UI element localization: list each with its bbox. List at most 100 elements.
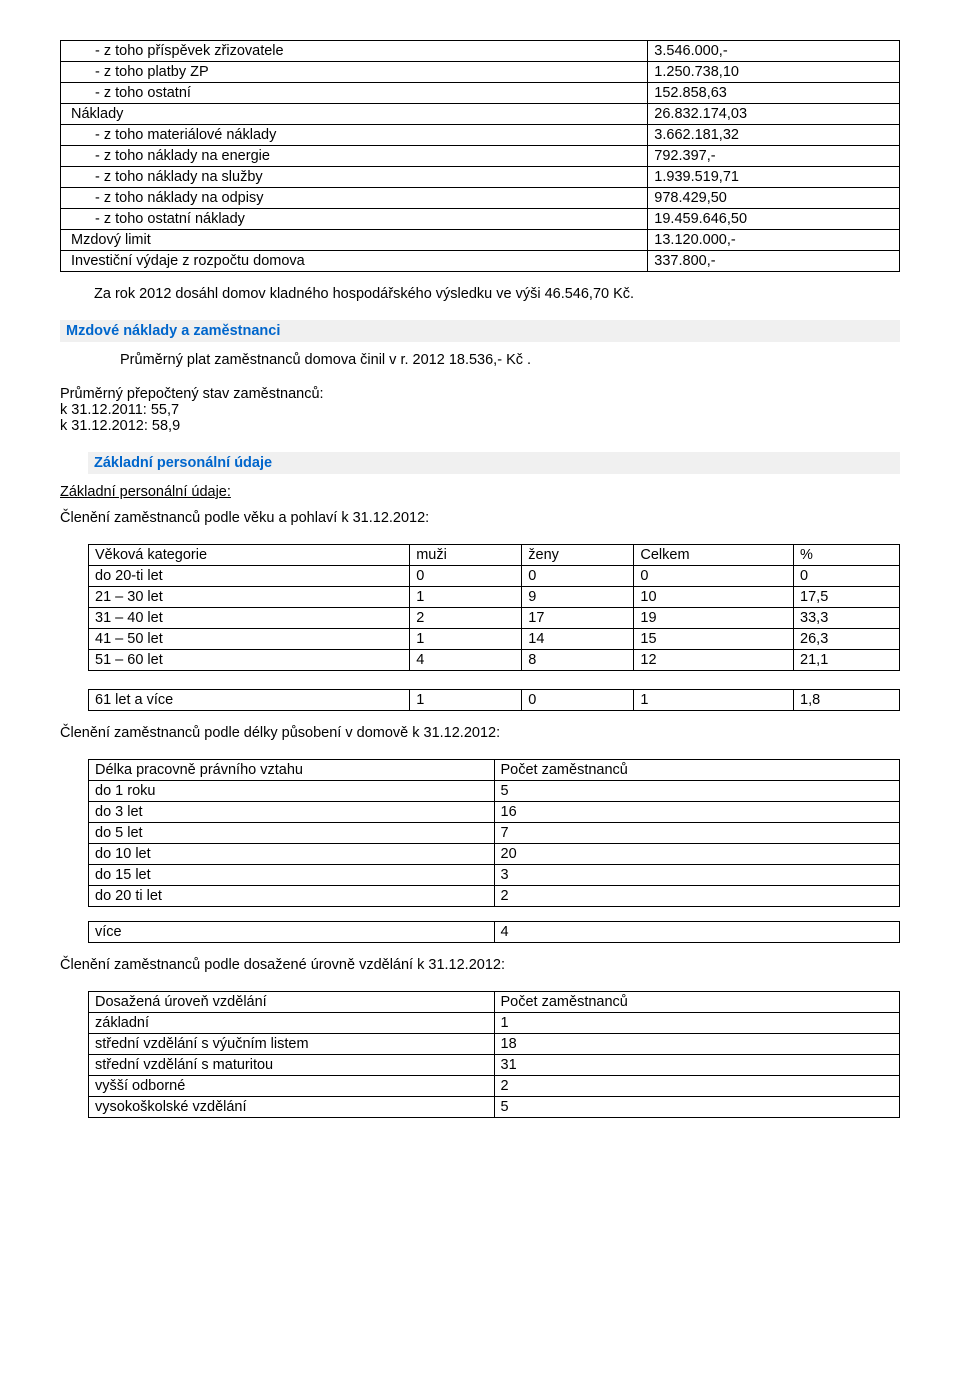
cell: 2 — [410, 608, 522, 629]
table-header-row: Délka pracovně právního vztahuPočet zamě… — [89, 760, 900, 781]
cell-value: 19.459.646,50 — [648, 209, 900, 230]
cell: 21 – 30 let — [89, 587, 410, 608]
cell: střední vzdělání s maturitou — [89, 1055, 495, 1076]
cell: do 15 let — [89, 865, 495, 886]
cell: do 20-ti let — [89, 566, 410, 587]
cell-value: 1.250.738,10 — [648, 62, 900, 83]
table-row: do 10 let20 — [89, 844, 900, 865]
cell: 12 — [634, 650, 794, 671]
cell-value: 3.546.000,- — [648, 41, 900, 62]
cell: do 1 roku — [89, 781, 495, 802]
table-row: do 20-ti let0000 — [89, 566, 900, 587]
cell: 21,1 — [794, 650, 900, 671]
table-row: - z toho ostatní náklady19.459.646,50 — [61, 209, 900, 230]
cell-label: - z toho náklady na energie — [61, 146, 648, 167]
table-row: do 15 let3 — [89, 865, 900, 886]
cell: do 5 let — [89, 823, 495, 844]
cell: více — [89, 922, 495, 943]
cell-label: - z toho ostatní — [61, 83, 648, 104]
summary-paragraph: Za rok 2012 dosáhl domov kladného hospod… — [60, 286, 900, 302]
table-row: do 3 let16 — [89, 802, 900, 823]
cell: 14 — [522, 629, 634, 650]
cell: 0 — [522, 566, 634, 587]
header-cell: Věková kategorie — [89, 545, 410, 566]
table-row: střední vzdělání s maturitou31 — [89, 1055, 900, 1076]
cell: 1,8 — [794, 690, 900, 711]
table-row: - z toho platby ZP1.250.738,10 — [61, 62, 900, 83]
header-cell: % — [794, 545, 900, 566]
cell: 2 — [494, 1076, 900, 1097]
cell: 1 — [634, 690, 794, 711]
avg-headcount-label: Průměrný přepočtený stav zaměstnanců: — [60, 386, 324, 402]
cell: 0 — [634, 566, 794, 587]
section-personnel-heading: Základní personální údaje — [88, 452, 900, 474]
table-header-row: Věková kategoriemužiženyCelkem% — [89, 545, 900, 566]
cell: 18 — [494, 1034, 900, 1055]
cell: 61 let a více — [89, 690, 410, 711]
cell: 17,5 — [794, 587, 900, 608]
table-age-caption: Členění zaměstnanců podle věku a pohlaví… — [60, 510, 900, 526]
cell-value: 26.832.174,03 — [648, 104, 900, 125]
cell-value: 1.939.519,71 — [648, 167, 900, 188]
tenure-table: Délka pracovně právního vztahuPočet zamě… — [88, 759, 900, 943]
cell: 16 — [494, 802, 900, 823]
edu-table: Dosažená úroveň vzděláníPočet zaměstnanc… — [88, 991, 900, 1118]
cell: 17 — [522, 608, 634, 629]
table-row: Náklady26.832.174,03 — [61, 104, 900, 125]
avg-salary-text: Průměrný plat zaměstnanců domova činil v… — [120, 352, 900, 368]
table-tenure-caption: Členění zaměstnanců podle délky působení… — [60, 725, 900, 741]
cell: 19 — [634, 608, 794, 629]
headcount-2012: k 31.12.2012: 58,9 — [60, 418, 180, 434]
cell-value: 337.800,- — [648, 251, 900, 272]
cell: do 10 let — [89, 844, 495, 865]
cell: 10 — [634, 587, 794, 608]
cell-label: Mzdový limit — [61, 230, 648, 251]
cell-label: - z toho materiálové náklady — [61, 125, 648, 146]
table-row: vysokoškolské vzdělání5 — [89, 1097, 900, 1118]
cell-value: 792.397,- — [648, 146, 900, 167]
cell-value: 152.858,63 — [648, 83, 900, 104]
cell: 4 — [494, 922, 900, 943]
headcount-2011: k 31.12.2011: 55,7 — [60, 402, 179, 418]
cell: 33,3 — [794, 608, 900, 629]
cell-label: Investiční výdaje z rozpočtu domova — [61, 251, 648, 272]
cell-label: Náklady — [61, 104, 648, 125]
cell-label: - z toho příspěvek zřizovatele — [61, 41, 648, 62]
cell-value: 13.120.000,- — [648, 230, 900, 251]
table-row: - z toho ostatní152.858,63 — [61, 83, 900, 104]
cell-value: 3.662.181,32 — [648, 125, 900, 146]
cell: 5 — [494, 1097, 900, 1118]
cell: 0 — [794, 566, 900, 587]
table-row: vyšší odborné2 — [89, 1076, 900, 1097]
table-row: Mzdový limit13.120.000,- — [61, 230, 900, 251]
cell: vysokoškolské vzdělání — [89, 1097, 495, 1118]
cell: základní — [89, 1013, 495, 1034]
table-row: - z toho materiálové náklady3.662.181,32 — [61, 125, 900, 146]
cell-label: - z toho náklady na služby — [61, 167, 648, 188]
personnel-subheading: Základní personální údaje: — [60, 484, 900, 500]
cell: 2 — [494, 886, 900, 907]
table-row: 41 – 50 let1141526,3 — [89, 629, 900, 650]
cell: 1 — [410, 690, 522, 711]
table-row: 61 let a více1011,8 — [89, 690, 900, 711]
age-table: Věková kategoriemužiženyCelkem%do 20-ti … — [88, 544, 900, 711]
cell: 26,3 — [794, 629, 900, 650]
header-cell: Celkem — [634, 545, 794, 566]
table-row: 21 – 30 let191017,5 — [89, 587, 900, 608]
cell: 1 — [410, 587, 522, 608]
table-row: střední vzdělání s výučním listem18 — [89, 1034, 900, 1055]
cell: 8 — [522, 650, 634, 671]
section-wages-heading: Mzdové náklady a zaměstnanci — [60, 320, 900, 342]
table-row: 51 – 60 let481221,1 — [89, 650, 900, 671]
table-row: - z toho náklady na služby1.939.519,71 — [61, 167, 900, 188]
cell: 51 – 60 let — [89, 650, 410, 671]
cell: do 3 let — [89, 802, 495, 823]
cell-label: - z toho ostatní náklady — [61, 209, 648, 230]
table-row: do 5 let7 — [89, 823, 900, 844]
table-row: Investiční výdaje z rozpočtu domova337.8… — [61, 251, 900, 272]
table-header-row: Dosažená úroveň vzděláníPočet zaměstnanc… — [89, 992, 900, 1013]
cell: vyšší odborné — [89, 1076, 495, 1097]
table-row: do 20 ti let2 — [89, 886, 900, 907]
cell: 0 — [410, 566, 522, 587]
table-row: - z toho náklady na energie792.397,- — [61, 146, 900, 167]
